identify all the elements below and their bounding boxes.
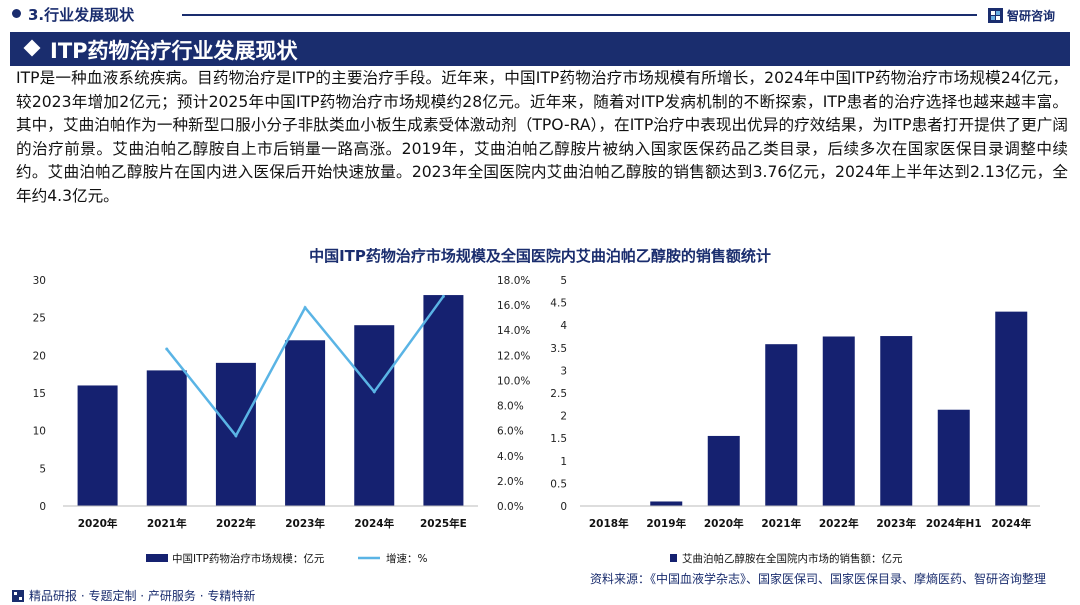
growth-rate-point	[441, 294, 445, 298]
legend-bar-swatch	[146, 554, 168, 562]
legend-bar-label: 中国ITP药物治疗市场规模：亿元	[172, 552, 325, 565]
right-chart-y-tick-label: 4	[560, 320, 567, 332]
source-note: 资料来源：《中国血液学杂志》、国家医保司、国家医保目录、摩熵医药、智研咨询整理	[589, 572, 1046, 586]
title-banner: ITP药物治疗行业发展现状	[10, 32, 1070, 66]
brand-logo: 智研咨询	[988, 5, 1055, 25]
footer-logo-icon	[12, 589, 24, 602]
right-chart-y-tick-label: 2.5	[550, 388, 567, 400]
left-y-tick-label: 0	[39, 501, 46, 513]
brand-name: 智研咨询	[1007, 8, 1056, 23]
right-y-tick-label: 10.0%	[497, 375, 530, 387]
left-y-tick-label: 20	[33, 350, 46, 362]
figure-title: 中国ITP药物治疗市场规模及全国医院内艾曲泊帕乙醇胺的销售额统计	[309, 247, 771, 265]
growth-rate-point	[165, 347, 169, 351]
right-y-tick-label: 14.0%	[497, 325, 530, 337]
left-x-tick-label: 2023年	[285, 517, 325, 530]
brand-logo-icon	[988, 7, 1003, 23]
sales-bar	[995, 311, 1028, 506]
right-x-tick-label: 2021年	[761, 517, 801, 530]
market-size-bar	[354, 325, 395, 506]
left-y-tick-label: 5	[39, 463, 46, 475]
growth-rate-point	[234, 434, 238, 438]
market-size-bar	[77, 385, 118, 506]
right-chart-y-tick-label: 4.5	[550, 298, 567, 310]
left-y-tick-label: 10	[33, 426, 46, 438]
left-y-tick-label: 15	[33, 388, 46, 400]
top-bar: 3.行业发展现状 智研咨询	[0, 0, 1080, 30]
sales-bar	[650, 501, 683, 506]
market-size-bar	[285, 340, 326, 506]
left-y-tick-label: 30	[33, 275, 46, 287]
right-chart-y-tick-label: 5	[560, 275, 567, 287]
right-y-tick-label: 16.0%	[497, 300, 530, 312]
right-chart-y-tick-label: 3	[560, 365, 567, 377]
market-size-bar	[146, 370, 187, 506]
left-x-tick-label: 2020年	[78, 517, 118, 530]
diamond-icon	[23, 39, 41, 57]
sales-bar	[822, 336, 855, 506]
right-x-tick-label: 2024年	[991, 517, 1031, 530]
body-paragraph: ITP是一种血液系统疾病。目药物治疗是ITP的主要治疗手段。近年来，中国ITP药…	[16, 69, 1068, 205]
sales-bar	[937, 409, 970, 506]
right-x-tick-label: 2024年H1	[926, 517, 982, 530]
left-x-tick-label: 2022年	[216, 517, 256, 530]
legend-line-label: 增速：%	[386, 552, 427, 565]
right-x-tick-label: 2019年	[646, 517, 686, 530]
right-chart-y-tick-label: 1	[560, 456, 567, 468]
chart-area: 0510152025300.0%2.0%4.0%6.0%8.0%10.0%12.…	[33, 275, 1040, 565]
right-chart-y-tick-label: 3.5	[550, 343, 567, 355]
footer-text: 精品研报 · 专题定制 · 产研服务 · 专精特新	[29, 589, 256, 603]
right-y-tick-label: 4.0%	[497, 451, 524, 463]
right-y-tick-label: 6.0%	[497, 426, 524, 438]
growth-rate-point	[372, 390, 376, 394]
growth-rate-point	[303, 306, 307, 310]
right-x-tick-label: 2018年	[589, 517, 629, 530]
section-title: 3.行业发展现状	[28, 6, 135, 24]
page-title: ITP药物治疗行业发展现状	[50, 39, 298, 63]
header-rule	[182, 14, 977, 16]
left-x-tick-label: 2025年E	[420, 517, 467, 530]
right-y-tick-label: 12.0%	[497, 350, 530, 362]
left-y-tick-label: 25	[33, 313, 46, 325]
sales-bar	[707, 435, 740, 506]
right-y-tick-label: 8.0%	[497, 401, 524, 413]
right-chart-y-tick-label: 1.5	[550, 433, 567, 445]
legend-sales-label: 艾曲泊帕乙醇胺在全国院内市场的销售额：亿元	[682, 552, 903, 565]
right-chart-y-tick-label: 0.5	[550, 478, 567, 490]
right-chart-y-tick-label: 0	[560, 501, 567, 513]
right-y-tick-label: 2.0%	[497, 476, 524, 488]
right-x-tick-label: 2022年	[819, 517, 859, 530]
right-x-tick-label: 2023年	[876, 517, 916, 530]
sales-bar	[880, 336, 913, 506]
left-x-tick-label: 2021年	[147, 517, 187, 530]
right-x-tick-label: 2020年	[704, 517, 744, 530]
left-x-tick-label: 2024年	[354, 517, 394, 530]
sales-bar	[765, 344, 798, 506]
footer: 精品研报 · 专题定制 · 产研服务 · 专精特新	[12, 587, 255, 604]
legend-sales-swatch	[670, 554, 677, 562]
right-y-tick-label: 0.0%	[497, 501, 524, 513]
market-size-bar	[423, 295, 464, 506]
section-bullet-icon	[12, 9, 21, 18]
right-y-tick-label: 18.0%	[497, 275, 530, 287]
right-chart-y-tick-label: 2	[560, 411, 567, 423]
